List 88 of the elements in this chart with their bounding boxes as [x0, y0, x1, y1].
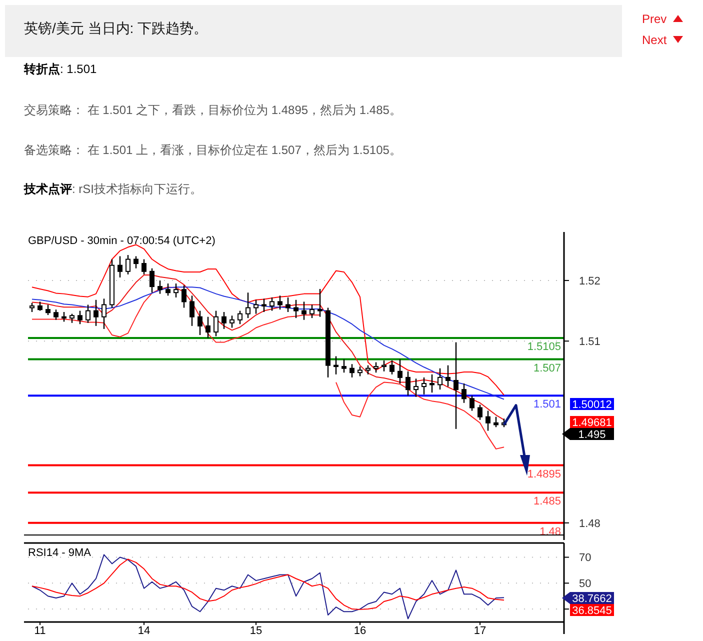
candlestick	[286, 296, 290, 313]
candlestick	[78, 310, 82, 325]
candlestick	[374, 362, 378, 374]
candlestick	[246, 292, 250, 319]
candlestick	[414, 378, 418, 398]
candlestick	[126, 254, 130, 276]
text: 36.8545	[572, 605, 612, 617]
candlestick	[446, 364, 450, 388]
candlestick	[134, 256, 138, 269]
candlestick	[262, 298, 266, 313]
candlestick	[254, 299, 258, 314]
candlestick	[62, 311, 66, 322]
chart-title: 英镑/美元 当日内: 下跌趋势。	[24, 20, 208, 36]
candlestick	[358, 366, 362, 377]
candlestick	[86, 304, 90, 324]
ref-line-label: 1.501	[533, 398, 561, 411]
candlestick	[422, 376, 426, 396]
x-tick-label: 14	[138, 625, 150, 637]
candlestick	[54, 308, 58, 320]
chart-subtitle: RSI14 - 9MA	[28, 547, 92, 559]
ref-line-label: 1.4895	[527, 468, 561, 480]
candlestick	[238, 310, 242, 325]
x-tick-label: 17	[474, 625, 486, 637]
candlestick	[142, 258, 146, 276]
chart-subtitle: GBP/USD - 30min - 07:00:54 (UTC+2)	[28, 235, 216, 247]
line-series	[32, 286, 504, 400]
candlestick	[278, 295, 282, 310]
y-tick-label: 50	[579, 578, 592, 590]
text: 1.50012	[572, 399, 612, 411]
y-tick-label: 1.51	[579, 336, 600, 348]
candlestick	[158, 280, 162, 294]
text: 转折点: 1.501	[23, 62, 98, 76]
candlestick	[462, 382, 466, 404]
candlestick	[174, 282, 178, 298]
x-tick-label: 15	[250, 625, 262, 637]
text: 备选策略： 在 1.501 上，看涨，目标价位定在 1.507，然后为 1.5105。	[24, 143, 402, 157]
candlestick	[230, 315, 234, 328]
candlestick	[486, 410, 490, 432]
text: 38.7662	[572, 593, 612, 605]
y-tick-label: 1.48	[579, 518, 600, 530]
candlestick	[310, 304, 314, 319]
candlestick	[390, 360, 394, 376]
candlestick	[182, 284, 186, 308]
y-tick-label: 70	[579, 552, 592, 564]
candlestick	[454, 342, 458, 430]
y-tick-label: 1.52	[579, 275, 600, 288]
candlestick	[494, 416, 498, 428]
candlestick	[38, 301, 42, 312]
x-tick-label: 16	[354, 625, 366, 637]
candlestick	[150, 268, 154, 294]
candlestick	[334, 356, 338, 376]
x-tick-label: 11	[34, 625, 46, 637]
text: 交易策略： 在 1.501 之下，看跌，目标价位为 1.4895，然后为 1.485。	[24, 103, 402, 117]
candlestick	[342, 358, 346, 374]
candlestick	[302, 301, 306, 320]
text: Prev	[642, 12, 667, 26]
candlestick	[318, 288, 322, 318]
candlestick	[46, 304, 50, 316]
text: Next	[642, 33, 668, 47]
candlestick	[470, 395, 474, 412]
candlestick	[366, 364, 370, 376]
candlestick	[438, 368, 442, 390]
candlestick	[30, 302, 34, 313]
candlestick	[118, 256, 122, 278]
candlestick	[102, 298, 106, 330]
candlestick	[406, 370, 410, 396]
candlestick	[478, 404, 482, 420]
text: 技术点评: rSI技术指标向下运行。	[23, 182, 202, 196]
candlestick	[190, 295, 194, 327]
candlestick	[350, 364, 354, 378]
candlestick	[198, 310, 202, 336]
candlestick	[214, 310, 218, 337]
ref-line-label: 1.485	[533, 496, 561, 508]
candlestick	[222, 311, 226, 330]
ref-line-label: 1.507	[533, 362, 561, 374]
text: 1.495	[578, 429, 606, 441]
candlestick	[70, 313, 74, 324]
candlestick	[398, 358, 402, 384]
candlestick	[382, 360, 386, 372]
ref-line-label: 1.5105	[527, 341, 561, 354]
text: 1.49681	[572, 417, 612, 429]
line-series	[32, 558, 504, 610]
candlestick	[294, 299, 298, 319]
candlestick	[166, 282, 170, 296]
candlestick	[206, 316, 210, 339]
candlestick	[94, 299, 98, 327]
candlestick	[430, 374, 434, 394]
candlestick	[270, 296, 274, 312]
